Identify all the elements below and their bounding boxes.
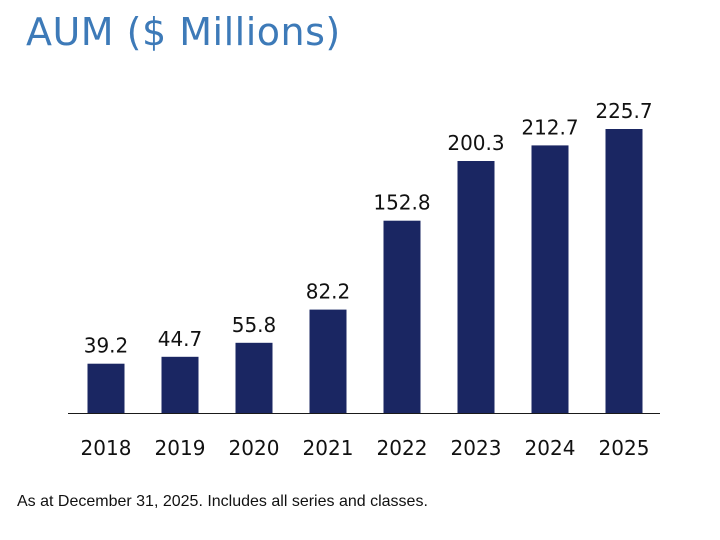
bar-2020: [235, 342, 273, 413]
bar-2018: [87, 363, 125, 413]
bars-group: [87, 129, 643, 413]
value-label-2025: 225.7: [595, 99, 652, 123]
category-labels-group: 2018 2019 2020 2021 2022 2023 2024 2025: [81, 436, 650, 460]
value-label-2020: 55.8: [232, 313, 277, 337]
bar-2021: [309, 309, 347, 413]
bar-2019: [161, 356, 199, 413]
value-label-2023: 200.3: [447, 131, 504, 155]
category-label-2021: 2021: [303, 436, 354, 460]
category-label-2024: 2024: [525, 436, 576, 460]
value-label-2019: 44.7: [158, 327, 203, 351]
value-labels-group: 39.2 44.7 55.8 82.2 152.8 200.3 212.7 225.7: [84, 99, 653, 358]
bar-2023: [457, 161, 495, 413]
footnote: As at December 31, 2025. Includes all se…: [17, 493, 428, 510]
bar-2022: [383, 220, 421, 413]
category-label-2022: 2022: [377, 436, 428, 460]
category-label-2019: 2019: [155, 436, 206, 460]
category-label-2020: 2020: [229, 436, 280, 460]
value-label-2024: 212.7: [521, 115, 578, 139]
chart-title: AUM ($ Millions): [26, 10, 341, 54]
category-label-2023: 2023: [451, 436, 502, 460]
bar-2024: [531, 145, 569, 413]
value-label-2021: 82.2: [306, 280, 351, 304]
value-label-2022: 152.8: [373, 191, 430, 215]
category-label-2025: 2025: [599, 436, 650, 460]
value-label-2018: 39.2: [84, 334, 129, 358]
category-label-2018: 2018: [81, 436, 132, 460]
bar-2025: [605, 129, 643, 413]
